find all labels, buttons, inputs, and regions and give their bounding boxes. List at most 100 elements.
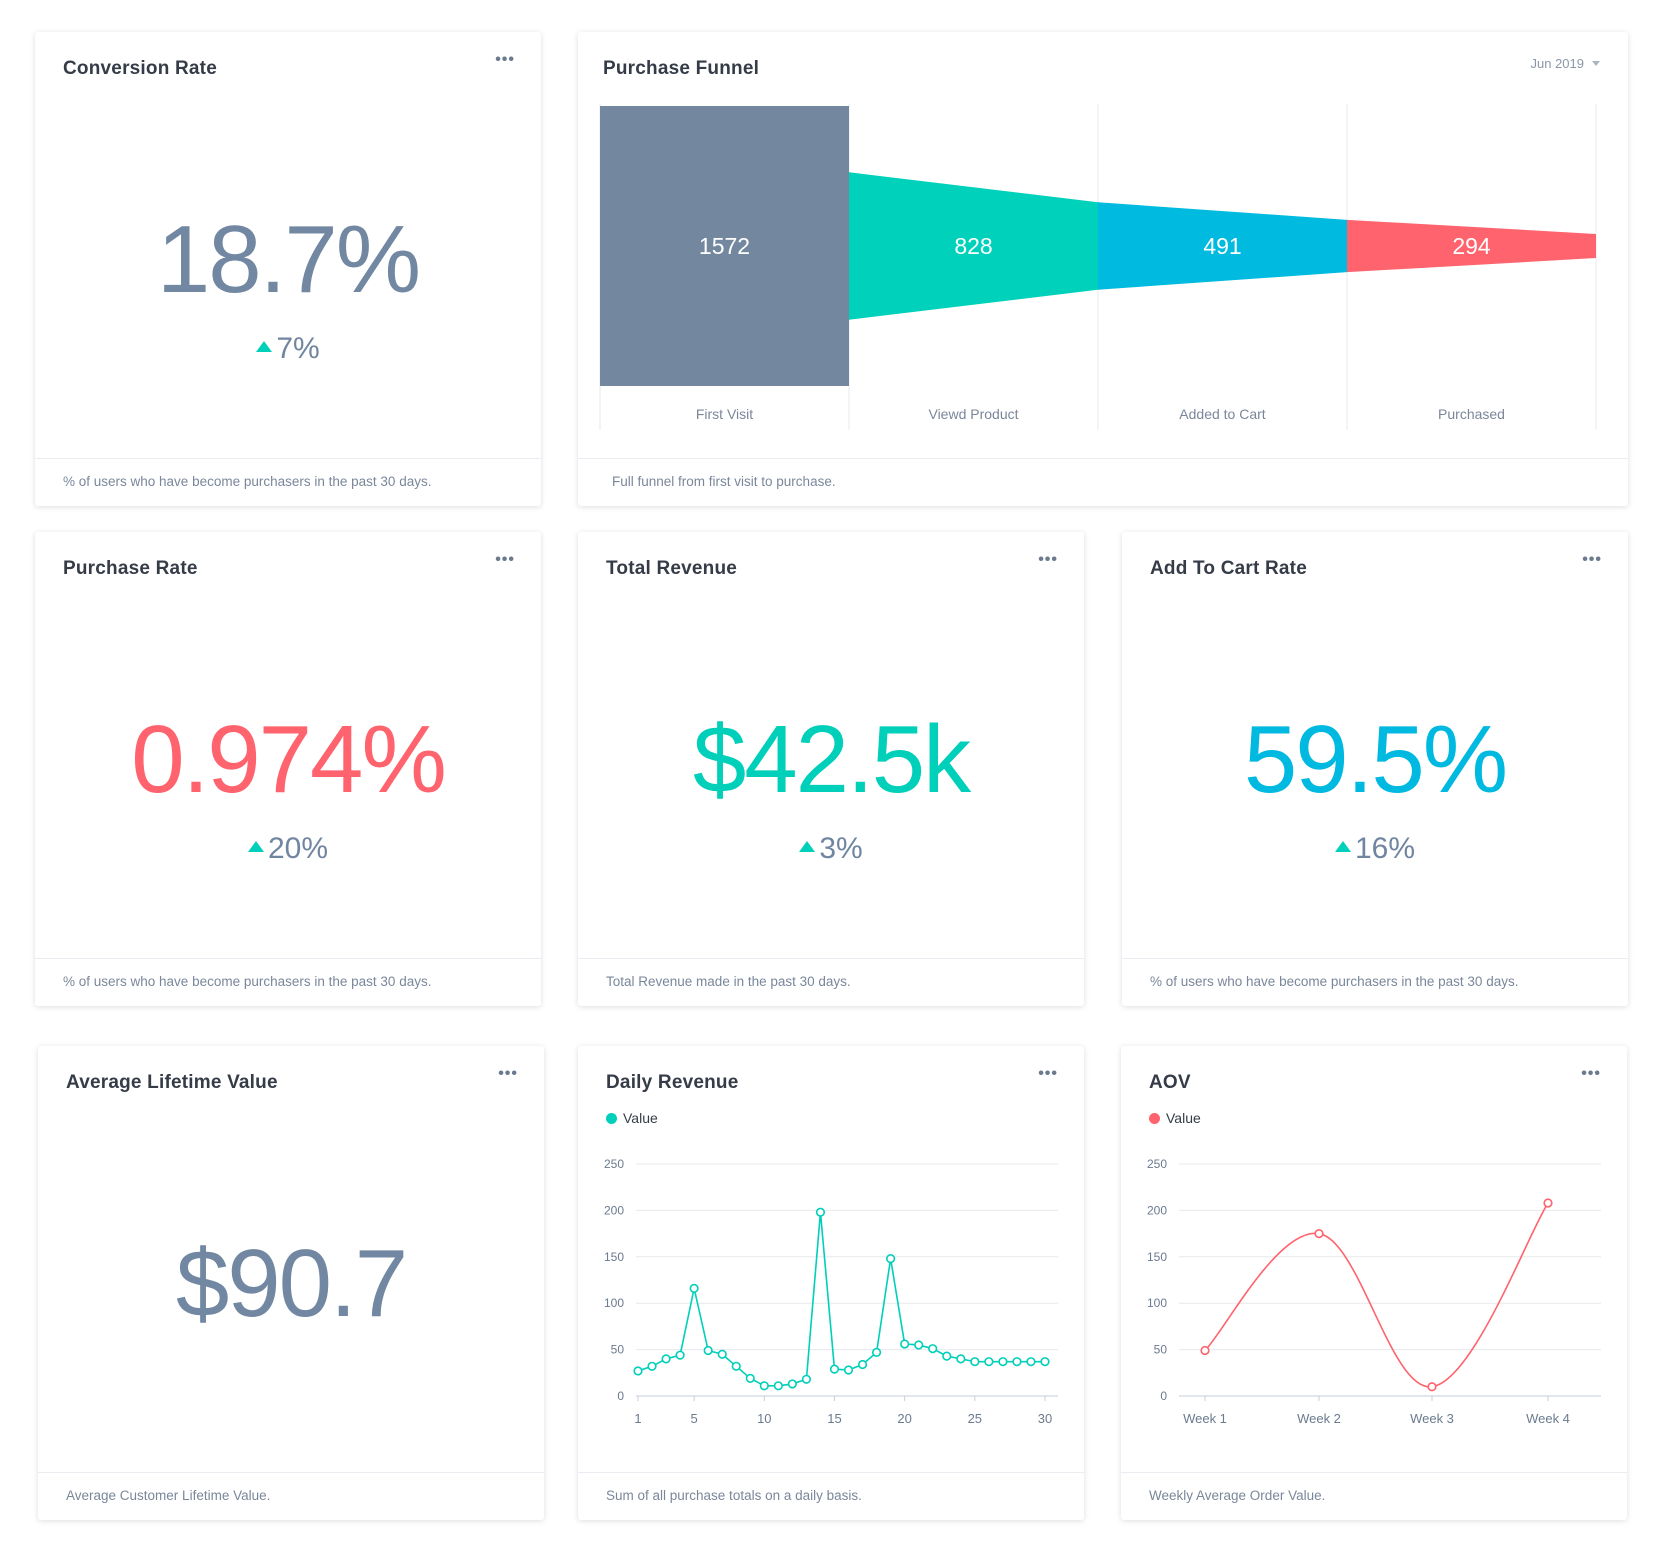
data-point[interactable]: [857, 1359, 868, 1370]
data-point[interactable]: [675, 1350, 685, 1360]
card-footer: Sum of all purchase totals on a daily ba…: [578, 1472, 1084, 1520]
y-tick-label: 200: [604, 1203, 624, 1217]
more-horizontal-icon[interactable]: •••: [1038, 1065, 1058, 1082]
y-tick-label: 150: [1147, 1250, 1167, 1264]
more-horizontal-icon[interactable]: •••: [495, 51, 515, 68]
funnel-chart: 1572 First Visit 828 Viewd Product 491 Added …: [599, 104, 1597, 430]
add-to-cart-rate-card: Add To Cart Rate ••• 59.5% 16% % of user…: [1122, 532, 1628, 1006]
delta-value: 3%: [819, 832, 863, 865]
data-point[interactable]: [661, 1354, 671, 1364]
data-point[interactable]: [1314, 1228, 1324, 1239]
more-horizontal-icon[interactable]: •••: [498, 1065, 518, 1082]
add-to-cart-rate-value: 59.5%: [1243, 706, 1508, 813]
data-point[interactable]: [745, 1373, 755, 1383]
data-point[interactable]: [801, 1374, 812, 1384]
data-point[interactable]: [689, 1283, 699, 1293]
data-point[interactable]: [1026, 1357, 1036, 1367]
data-point[interactable]: [970, 1357, 980, 1367]
chart-legend[interactable]: Value: [606, 1110, 658, 1126]
daily-revenue-card: Daily Revenue ••• Value 0 50 100 150 200 250 1…: [578, 1046, 1084, 1520]
data-point[interactable]: [633, 1366, 643, 1376]
funnel-value: 1572: [699, 233, 750, 259]
funnel-value: 491: [1203, 233, 1241, 259]
x-tick-label: 15: [827, 1411, 841, 1426]
funnel-segment-2[interactable]: [849, 172, 1098, 320]
card-footer: % of users who have become purchasers in…: [35, 458, 541, 506]
aov-card: AOV ••• Value 0 50 100 150 200 250 Week 1 Week …: [1121, 1046, 1627, 1520]
chart-legend[interactable]: Value: [1149, 1110, 1201, 1126]
add-to-cart-rate-delta: 16%: [1122, 832, 1628, 866]
data-point[interactable]: [956, 1354, 966, 1364]
y-tick-label: 200: [1147, 1203, 1167, 1217]
data-point[interactable]: [843, 1365, 854, 1375]
funnel-segment-3[interactable]: [1098, 202, 1347, 290]
average-lifetime-value-card: Average Lifetime Value ••• $90.7 Average…: [38, 1046, 544, 1520]
more-horizontal-icon[interactable]: •••: [1038, 551, 1058, 568]
more-horizontal-icon[interactable]: •••: [1581, 1065, 1601, 1082]
data-point[interactable]: [1012, 1357, 1022, 1367]
data-point[interactable]: [998, 1357, 1008, 1367]
x-tick-label: Week 4: [1526, 1411, 1570, 1426]
card-title: Total Revenue: [606, 558, 738, 579]
funnel-segment-1[interactable]: [600, 106, 849, 386]
data-point[interactable]: [773, 1381, 783, 1391]
triangle-up-icon: [1334, 841, 1351, 852]
card-footer: % of users who have become purchasers in…: [35, 958, 541, 1006]
data-point[interactable]: [717, 1349, 727, 1359]
legend-dot: [606, 1113, 617, 1124]
x-tick-label: Week 1: [1183, 1411, 1227, 1426]
data-point[interactable]: [829, 1364, 840, 1374]
delta-value: 7%: [276, 332, 320, 365]
conversion-rate-delta: 7%: [35, 332, 541, 366]
legend-label: Value: [1166, 1110, 1201, 1126]
card-title: Purchase Rate: [63, 558, 198, 579]
data-point[interactable]: [928, 1344, 938, 1354]
data-point[interactable]: [871, 1347, 882, 1357]
card-title: AOV: [1149, 1072, 1191, 1093]
data-point[interactable]: [942, 1351, 952, 1361]
card-title: Conversion Rate: [63, 58, 217, 79]
card-title: Average Lifetime Value: [66, 1072, 278, 1093]
more-horizontal-icon[interactable]: •••: [1582, 551, 1602, 568]
funnel-stage-label: Purchased: [1438, 406, 1505, 422]
y-tick-label: 0: [1160, 1389, 1167, 1403]
data-point[interactable]: [900, 1339, 910, 1349]
data-point[interactable]: [759, 1381, 769, 1391]
data-point[interactable]: [1427, 1382, 1437, 1392]
data-point[interactable]: [886, 1254, 896, 1264]
y-tick-label: 100: [1147, 1296, 1167, 1310]
funnel-value: 294: [1452, 233, 1491, 259]
data-point[interactable]: [647, 1361, 657, 1371]
data-point[interactable]: [914, 1340, 924, 1350]
y-tick-label: 50: [611, 1343, 625, 1357]
data-point[interactable]: [787, 1379, 797, 1389]
data-point[interactable]: [703, 1345, 713, 1356]
aov-chart: 0 50 100 150 200 250 Week 1 Week 2 Week 3 Week 4: [1147, 1157, 1601, 1426]
y-tick-label: 100: [604, 1296, 624, 1310]
data-point[interactable]: [1543, 1198, 1553, 1208]
x-tick-label: Week 2: [1297, 1411, 1341, 1426]
data-point[interactable]: [1040, 1357, 1050, 1367]
card-title: Add To Cart Rate: [1150, 558, 1307, 579]
data-point[interactable]: [984, 1357, 994, 1367]
data-point[interactable]: [731, 1361, 741, 1371]
legend-dot: [1149, 1113, 1160, 1124]
funnel-stage-label: Viewd Product: [928, 406, 1018, 422]
period-dropdown[interactable]: Jun 2019: [1530, 56, 1600, 71]
data-point[interactable]: [815, 1207, 826, 1217]
average-lifetime-value: $90.7: [175, 1230, 408, 1337]
series-line: [1204, 1202, 1549, 1388]
data-point[interactable]: [1200, 1345, 1210, 1356]
funnel-segment-4[interactable]: [1347, 219, 1596, 273]
period-label: Jun 2019: [1530, 56, 1585, 71]
more-horizontal-icon[interactable]: •••: [495, 551, 515, 568]
x-tick-label: 20: [897, 1411, 911, 1426]
chevron-down-icon: [1592, 61, 1600, 66]
conversion-rate-card: Conversion Rate ••• 18.7% 7% % of users …: [35, 32, 541, 506]
x-tick-label: 5: [691, 1411, 698, 1426]
funnel-stage-label: Added to Cart: [1179, 406, 1265, 422]
total-revenue-delta: 3%: [578, 832, 1084, 866]
card-title: Daily Revenue: [606, 1072, 739, 1093]
triangle-up-icon: [799, 841, 816, 852]
card-footer: Average Customer Lifetime Value.: [38, 1472, 544, 1520]
